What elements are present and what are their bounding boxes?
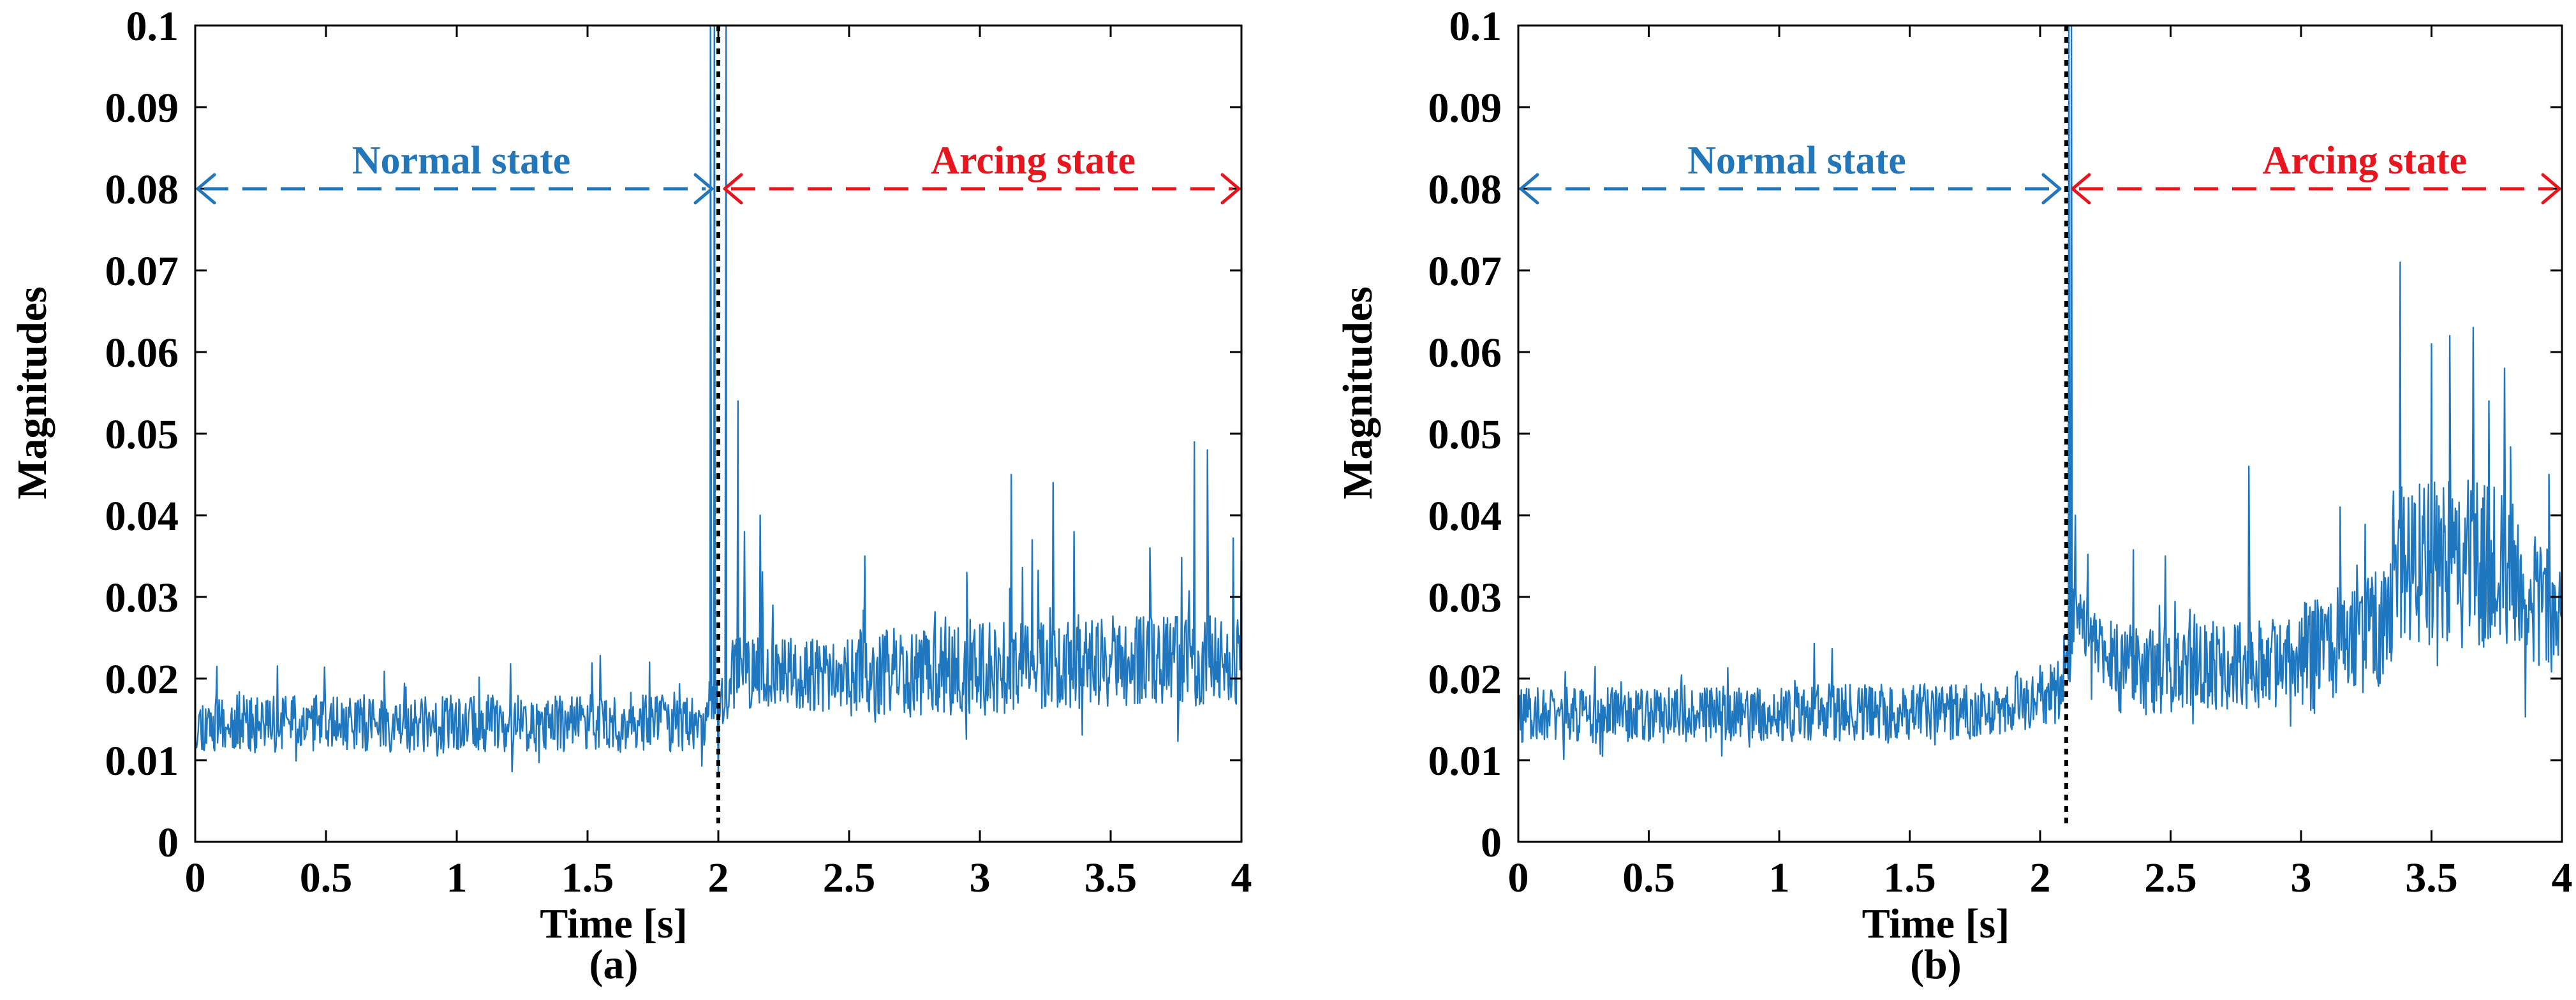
y-tick-label: 0.01: [1428, 738, 1502, 784]
y-tick-label: 0.04: [1428, 493, 1502, 540]
y-tick-label: 0.03: [1428, 575, 1502, 621]
chart-panel-a: 0 0.5 1 1.5 2 2.5 3 3.5 4 0 0.01 0.02 0.03 0.04 0.05 0.…: [9, 3, 1252, 988]
y-tick-label: 0.08: [1428, 166, 1502, 213]
x-tick-label: 3: [2291, 855, 2312, 901]
panel-label: (a): [589, 941, 639, 988]
y-tick-label: 0.01: [105, 738, 179, 784]
x-tick-label: 0: [185, 855, 206, 901]
y-tick-label: 0.06: [1428, 330, 1502, 376]
y-tick-label: 0.06: [105, 330, 179, 376]
annotation-label: Arcing state: [2262, 139, 2467, 182]
x-tick-label: 0.5: [300, 855, 353, 901]
x-tick-label: 1: [1769, 855, 1790, 901]
x-tick-label: 3.5: [1084, 855, 1137, 901]
arrow-head-left: [723, 173, 743, 205]
y-tick-label: 0.07: [105, 248, 179, 295]
x-tick-label: 1: [447, 855, 468, 901]
y-tick-label: 0.08: [105, 166, 179, 213]
x-axis-title: Time [s]: [1862, 901, 2010, 947]
x-tick-label: 1.5: [561, 855, 614, 901]
y-tick-label: 0: [1481, 820, 1502, 866]
series-line-magnitudes: [1518, 26, 2562, 761]
arrow-head-left: [2071, 173, 2091, 205]
annotation-normal-state: Normal state: [196, 139, 714, 205]
y-tick-label: 0.1: [1449, 3, 1502, 50]
annotation-arcing-state: Arcing state: [2071, 139, 2561, 205]
x-tick-label: 4: [2552, 855, 2573, 901]
y-tick-label: 0.09: [105, 85, 179, 131]
x-tick-label: 0.5: [1622, 855, 1675, 901]
x-tick-label: 3: [970, 855, 991, 901]
x-tick-label: 2.5: [823, 855, 876, 901]
x-tick-label: 2.5: [2144, 855, 2197, 901]
y-tick-label: 0.05: [1428, 411, 1502, 458]
y-tick-label: 0.04: [105, 493, 179, 540]
x-axis-title: Time [s]: [540, 901, 688, 947]
x-tick-label: 4: [1231, 855, 1252, 901]
y-tick-label: 0: [158, 820, 179, 866]
annotation-label: Arcing state: [931, 139, 1136, 182]
chart-panel-b: 0 0.5 1 1.5 2 2.5 3 3.5 4 0 0.01 0.02 0.03 0.04 0.05 0.…: [1335, 3, 2573, 988]
y-tick-label: 0.02: [1428, 656, 1502, 703]
annotation-arcing-state: Arcing state: [723, 139, 1241, 205]
arrow-head-left: [1519, 173, 1539, 205]
arrow-head-right: [2041, 173, 2062, 205]
arrow-head-right: [693, 173, 714, 205]
x-tick-label: 2: [708, 855, 729, 901]
y-tick-label: 0.03: [105, 575, 179, 621]
x-tick-label: 0: [1508, 855, 1529, 901]
y-tick-label: 0.07: [1428, 248, 1502, 295]
arrow-head-right: [1220, 173, 1241, 205]
annotation-normal-state: Normal state: [1519, 139, 2062, 205]
y-tick-label: 0.05: [105, 411, 179, 458]
x-tick-label: 3.5: [2405, 855, 2458, 901]
arrow-head-left: [196, 173, 216, 205]
y-axis-title: Magnitudes: [9, 286, 56, 499]
x-tick-label: 2: [2030, 855, 2051, 901]
y-tick-label: 0.02: [105, 656, 179, 703]
annotation-label: Normal state: [1687, 139, 1906, 182]
panel-label: (b): [1910, 941, 1962, 988]
y-axis-title: Magnitudes: [1335, 286, 1381, 499]
x-tick-label: 1.5: [1883, 855, 1936, 901]
y-tick-label: 0.1: [126, 3, 179, 50]
y-tick-label: 0.09: [1428, 85, 1502, 131]
annotation-label: Normal state: [352, 139, 571, 182]
arrow-head-right: [2541, 173, 2561, 205]
series-line-magnitudes: [195, 26, 1241, 777]
